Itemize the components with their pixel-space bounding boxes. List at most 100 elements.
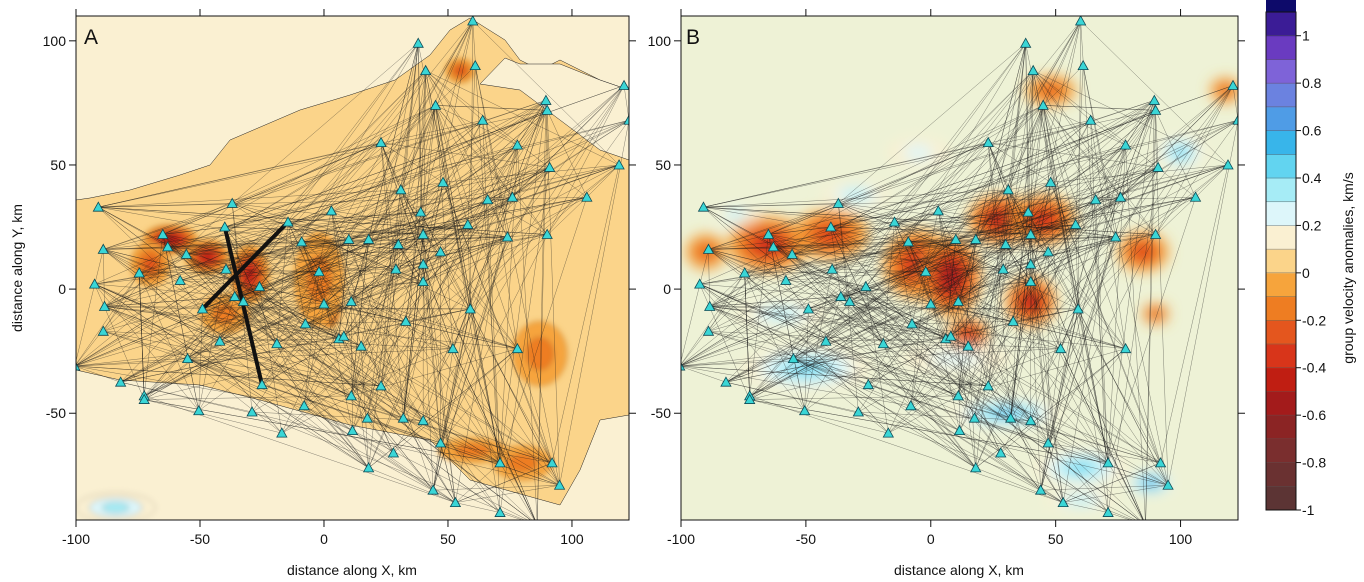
panel-a-stations bbox=[76, 16, 629, 520]
ray-path bbox=[440, 224, 468, 252]
ray-path bbox=[287, 221, 471, 310]
ray-path bbox=[403, 264, 424, 419]
station-marker bbox=[739, 267, 751, 278]
station-marker bbox=[1152, 161, 1164, 172]
ray-path bbox=[958, 164, 1229, 396]
ray-path bbox=[958, 301, 1109, 513]
ray-path bbox=[234, 269, 396, 297]
ray-path bbox=[840, 296, 951, 337]
ray-path bbox=[76, 249, 104, 362]
ray-path bbox=[144, 70, 426, 400]
station-marker bbox=[481, 193, 494, 205]
ray-path bbox=[1155, 110, 1196, 198]
ray-path bbox=[432, 348, 454, 491]
ray-path bbox=[1030, 251, 1049, 282]
station-marker bbox=[214, 335, 226, 346]
ray-path bbox=[793, 358, 1011, 419]
station-marker bbox=[1002, 183, 1014, 195]
station-marker bbox=[613, 159, 625, 170]
x-tick-label: 100 bbox=[560, 531, 584, 547]
ray-path bbox=[709, 306, 976, 469]
ray-path bbox=[744, 272, 750, 396]
ray-path bbox=[380, 385, 456, 503]
station-marker bbox=[271, 337, 283, 349]
ray-path bbox=[232, 100, 546, 204]
ray-path bbox=[418, 43, 424, 265]
ray-path bbox=[1030, 20, 1081, 265]
ray-path bbox=[559, 120, 629, 486]
panel-a-label: A bbox=[84, 26, 98, 49]
ray-path bbox=[831, 269, 976, 468]
ray-path bbox=[162, 105, 436, 235]
ray-path bbox=[1155, 120, 1238, 235]
ray-path bbox=[699, 283, 931, 305]
ray-path bbox=[699, 283, 826, 342]
ray-path bbox=[432, 236, 508, 491]
colorbar-label: group velocity anomalies, km/s bbox=[1340, 172, 1356, 363]
station-marker bbox=[511, 342, 524, 354]
ray-path bbox=[243, 281, 424, 302]
ray-path bbox=[958, 301, 1031, 421]
ray-path bbox=[512, 167, 550, 198]
ray-path bbox=[94, 283, 369, 469]
ray-path bbox=[808, 308, 951, 337]
ray-path bbox=[425, 70, 548, 235]
ray-path bbox=[243, 301, 369, 468]
ray-path bbox=[304, 405, 528, 520]
ray-path bbox=[187, 43, 419, 359]
anomaly-contour bbox=[729, 211, 743, 218]
station-marker bbox=[905, 399, 917, 411]
station-marker bbox=[429, 99, 442, 110]
ray-path bbox=[1125, 100, 1155, 146]
ray-path bbox=[351, 281, 424, 302]
ray-path bbox=[725, 182, 1051, 383]
ray-path bbox=[865, 286, 889, 434]
ray-path bbox=[380, 142, 454, 349]
ray-path bbox=[103, 249, 181, 281]
anomaly-contour bbox=[525, 337, 554, 370]
ray-path bbox=[849, 301, 884, 344]
x-axis-label-b: distance along X, km bbox=[894, 562, 1024, 578]
ray-path bbox=[198, 199, 488, 411]
y-tick-label: 0 bbox=[663, 281, 671, 297]
ray-path bbox=[224, 226, 325, 305]
station-marker bbox=[92, 201, 104, 212]
ray-path bbox=[868, 234, 1031, 385]
ray-path bbox=[1000, 348, 1126, 454]
ray-path bbox=[186, 254, 369, 468]
ray-path bbox=[393, 348, 518, 454]
ray-path bbox=[162, 234, 518, 349]
ray-path bbox=[1010, 264, 1031, 419]
ray-path bbox=[305, 323, 382, 387]
station-marker bbox=[860, 280, 872, 292]
ray-path bbox=[348, 20, 473, 240]
ray-path bbox=[865, 286, 960, 431]
ray-path bbox=[804, 199, 1096, 411]
ray-path bbox=[352, 430, 456, 503]
ray-path bbox=[243, 301, 278, 344]
ray-path bbox=[703, 207, 976, 468]
station-marker bbox=[1044, 176, 1057, 187]
ray-path bbox=[234, 197, 587, 297]
ray-path bbox=[144, 234, 424, 397]
ray-path bbox=[251, 189, 402, 413]
panel-b-frame bbox=[680, 15, 1239, 521]
station-marker bbox=[511, 139, 524, 150]
ray-path bbox=[232, 142, 382, 204]
station-marker bbox=[952, 390, 964, 401]
y-axis-label: distance along Y, km bbox=[9, 204, 25, 332]
ray-path bbox=[547, 110, 588, 198]
station-marker bbox=[968, 412, 981, 423]
ray-path bbox=[259, 70, 426, 287]
ray-path bbox=[76, 269, 227, 366]
colorbar-swatch bbox=[1266, 35, 1296, 60]
station-marker bbox=[1022, 206, 1034, 217]
colorbar-swatch bbox=[1266, 178, 1296, 203]
ray-path bbox=[94, 283, 324, 305]
ray-path bbox=[470, 197, 587, 310]
ray-path bbox=[187, 358, 305, 406]
ray-path bbox=[849, 120, 1238, 302]
ray-path bbox=[708, 100, 1155, 332]
ray-path bbox=[1167, 120, 1238, 486]
ray-path bbox=[104, 306, 263, 385]
